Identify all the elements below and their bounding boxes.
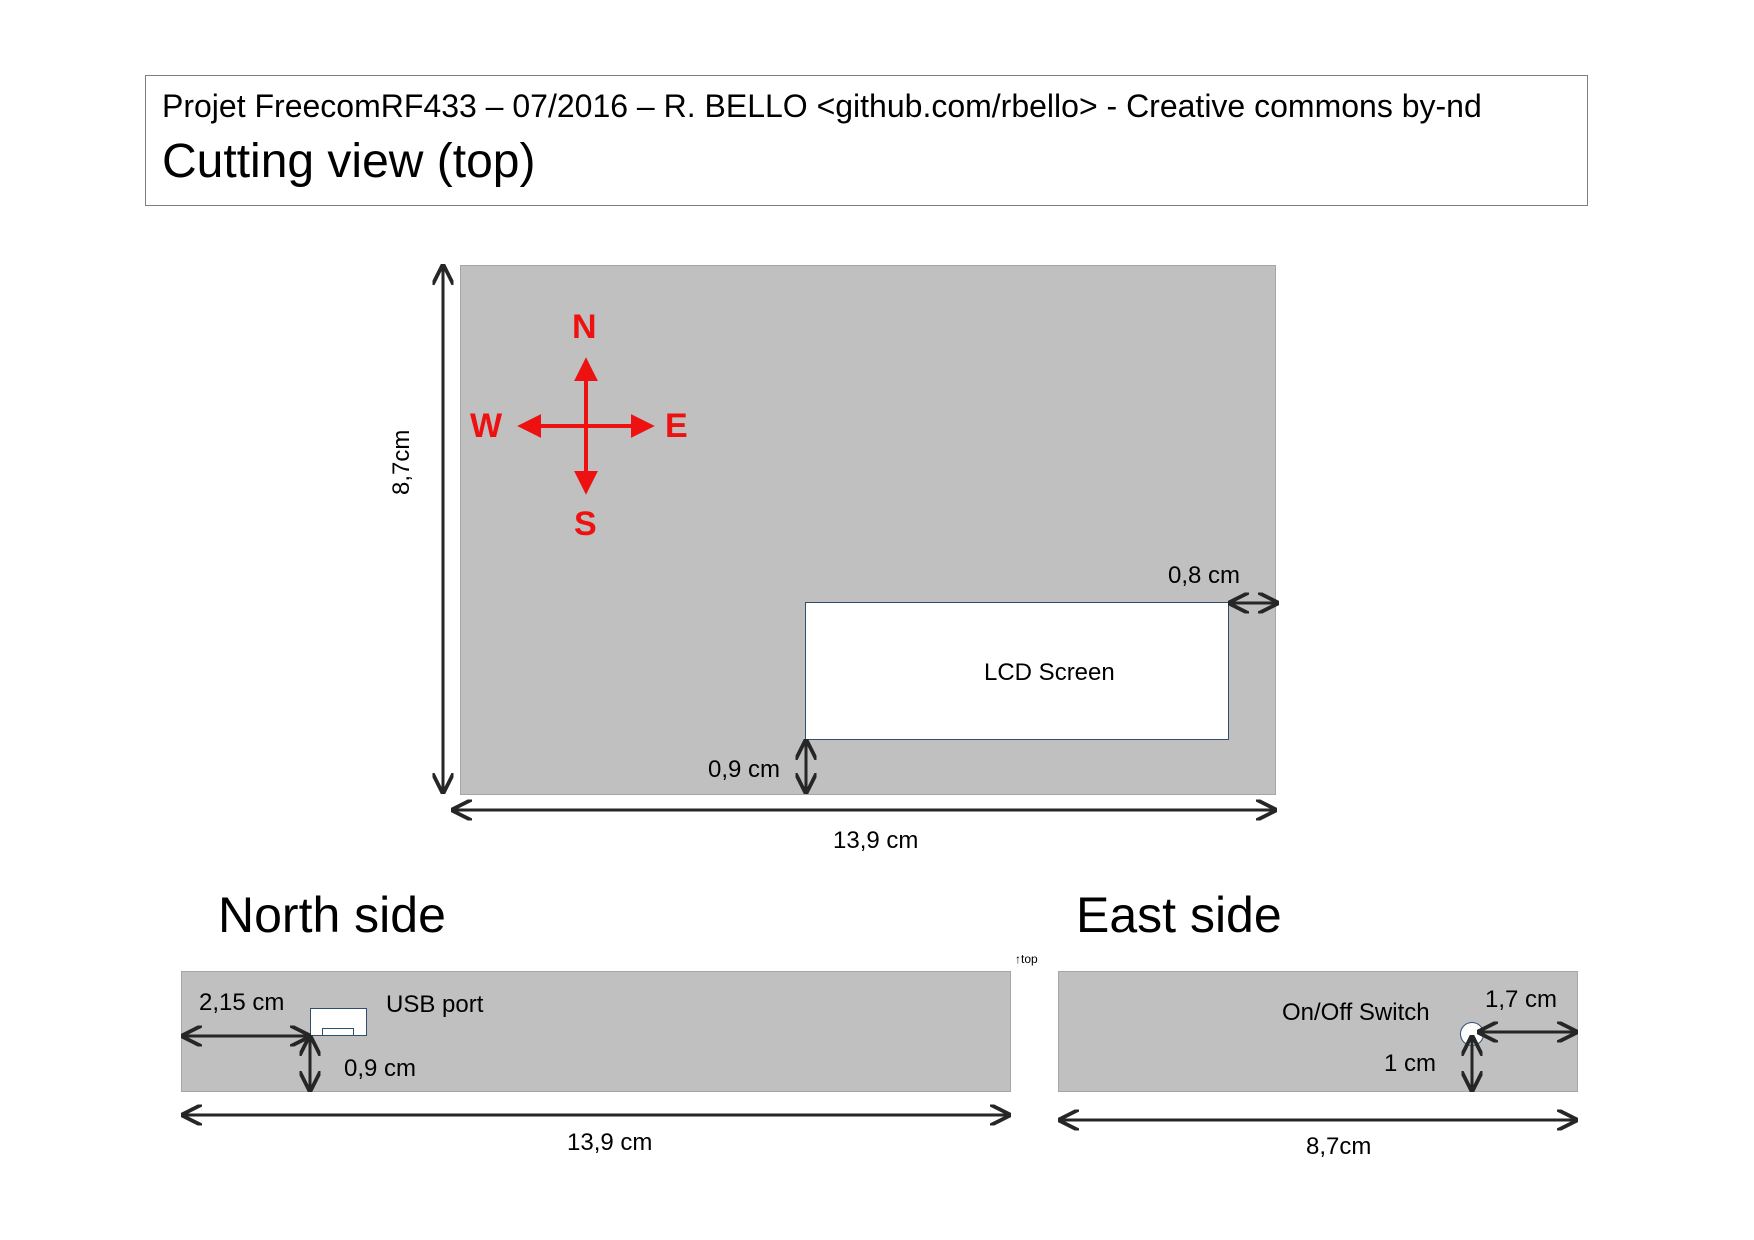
- switch-label: On/Off Switch: [1282, 999, 1430, 1026]
- top-width-label: 13,9 cm: [833, 827, 919, 854]
- east-width-label: 8,7cm: [1306, 1133, 1372, 1160]
- project-line: Projet FreecomRF433 – 07/2016 – R. BELLO…: [162, 88, 1482, 124]
- lcd-screen-cutout: [805, 602, 1229, 740]
- lcd-right-margin-label: 0,8 cm: [1168, 562, 1241, 589]
- compass-north-label: N: [572, 308, 597, 346]
- view-title: Cutting view (top): [162, 135, 536, 188]
- usb-port-label: USB port: [386, 991, 484, 1018]
- lcd-bottom-margin-label: 0,9 cm: [708, 756, 781, 783]
- lcd-screen-label: LCD Screen: [984, 659, 1115, 686]
- top-marker-text: top: [1021, 952, 1038, 966]
- switch-right-offset-label: 1,7 cm: [1485, 986, 1558, 1013]
- usb-bottom-offset-label: 0,9 cm: [344, 1055, 417, 1082]
- usb-left-offset-label: 2,15 cm: [199, 989, 285, 1016]
- compass-south-label: S: [574, 505, 597, 543]
- usb-port-connector: [322, 1028, 354, 1036]
- east-side-title: East side: [1076, 887, 1282, 943]
- compass-west-label: W: [470, 407, 503, 445]
- north-side-title: North side: [218, 887, 446, 943]
- compass-east-label: E: [665, 407, 688, 445]
- compass-arrows: [517, 357, 655, 495]
- top-marker-label: ↑top: [1015, 952, 1038, 966]
- up-arrow-icon: ↑: [1015, 952, 1021, 966]
- title-block: Projet FreecomRF433 – 07/2016 – R. BELLO…: [145, 75, 1588, 206]
- switch-bottom-offset-label: 1 cm: [1384, 1050, 1437, 1077]
- north-width-label: 13,9 cm: [567, 1129, 653, 1156]
